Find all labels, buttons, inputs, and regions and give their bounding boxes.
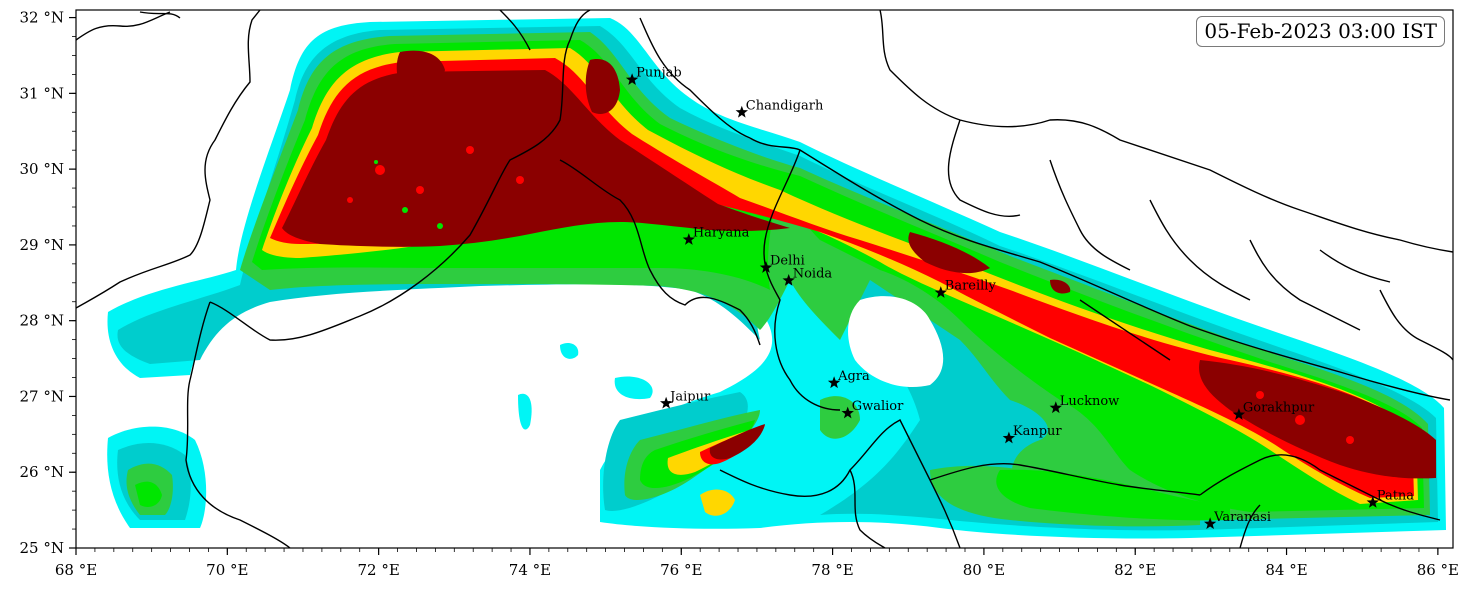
x-tick-label: 82 °E: [1114, 561, 1156, 579]
x-tick-label: 74 °E: [509, 561, 551, 579]
x-tick-label: 72 °E: [357, 561, 399, 579]
city-label: Lucknow: [1060, 394, 1120, 409]
y-tick-label: 25 °N: [20, 539, 64, 557]
city-star-icon: [1366, 496, 1379, 508]
city-label: Kanpur: [1013, 424, 1063, 439]
city-star-icon: [625, 73, 639, 85]
city-star-icon: [827, 376, 841, 389]
city-star-icon: [759, 261, 773, 273]
y-tick-label: 30 °N: [20, 160, 64, 178]
timestamp-box: 05-Feb-2023 03:00 IST: [1196, 16, 1445, 47]
city-label: Gorakhpur: [1243, 401, 1315, 416]
y-tick-label: 32 °N: [20, 9, 64, 27]
x-tick-label: 78 °E: [811, 561, 853, 579]
city-star-icon: [1002, 431, 1016, 444]
city-label: Gwalior: [852, 399, 904, 414]
city-star-icon: [682, 233, 695, 245]
timestamp-label: 05-Feb-2023 03:00 IST: [1204, 19, 1437, 43]
fog-speckles-green: [374, 160, 443, 229]
city-star-icon: [1204, 517, 1217, 529]
y-tick-label: 26 °N: [20, 463, 64, 481]
y-axis: 25 °N 26 °N 27 °N 28 °N 29 °N 30 °N 31 °N 32 °N: [20, 9, 76, 557]
city-label: Jaipur: [668, 389, 711, 404]
city-label: Punjab: [636, 66, 682, 81]
city-star-icon: [660, 396, 673, 409]
city-label: Varanasi: [1213, 510, 1271, 525]
x-tick-label: 70 °E: [206, 561, 248, 579]
y-tick-label: 31 °N: [20, 84, 64, 102]
city-label: Noida: [793, 267, 833, 282]
city-label: Patna: [1377, 489, 1415, 504]
x-axis: 68 °E 70 °E 72 °E 74 °E 76 °E 78 °E 80 °E 82 °E…: [55, 548, 1459, 579]
boundary-lines: [76, 10, 1453, 548]
city-label: Delhi: [770, 254, 805, 269]
clear-patch: [848, 296, 944, 388]
plot-frame: [75, 9, 1454, 549]
x-tick-label: 86 °E: [1417, 561, 1459, 579]
city-label: Haryana: [693, 226, 750, 241]
y-tick-label: 28 °N: [20, 312, 64, 330]
fog-speckles: [347, 146, 1354, 444]
fog-shading: [76, 10, 1453, 548]
x-tick-label: 68 °E: [55, 561, 97, 579]
city-star-icon: [934, 286, 947, 298]
x-tick-label: 80 °E: [963, 561, 1005, 579]
fog-level-7: [282, 50, 1436, 479]
x-tick-label: 76 °E: [660, 561, 702, 579]
city-star-icon: [841, 406, 854, 419]
city-star-icon: [1049, 401, 1062, 414]
city-star-icon: [735, 105, 748, 118]
city-label: Agra: [837, 369, 870, 384]
y-tick-label: 29 °N: [20, 236, 64, 254]
x-tick-label: 84 °E: [1265, 561, 1307, 579]
city-label: Chandigarh: [746, 98, 824, 113]
y-tick-label: 27 °N: [20, 387, 64, 405]
city-star-icon: [1232, 408, 1246, 420]
city-star-icon: [782, 274, 795, 286]
city-label: Bareilly: [945, 279, 997, 294]
